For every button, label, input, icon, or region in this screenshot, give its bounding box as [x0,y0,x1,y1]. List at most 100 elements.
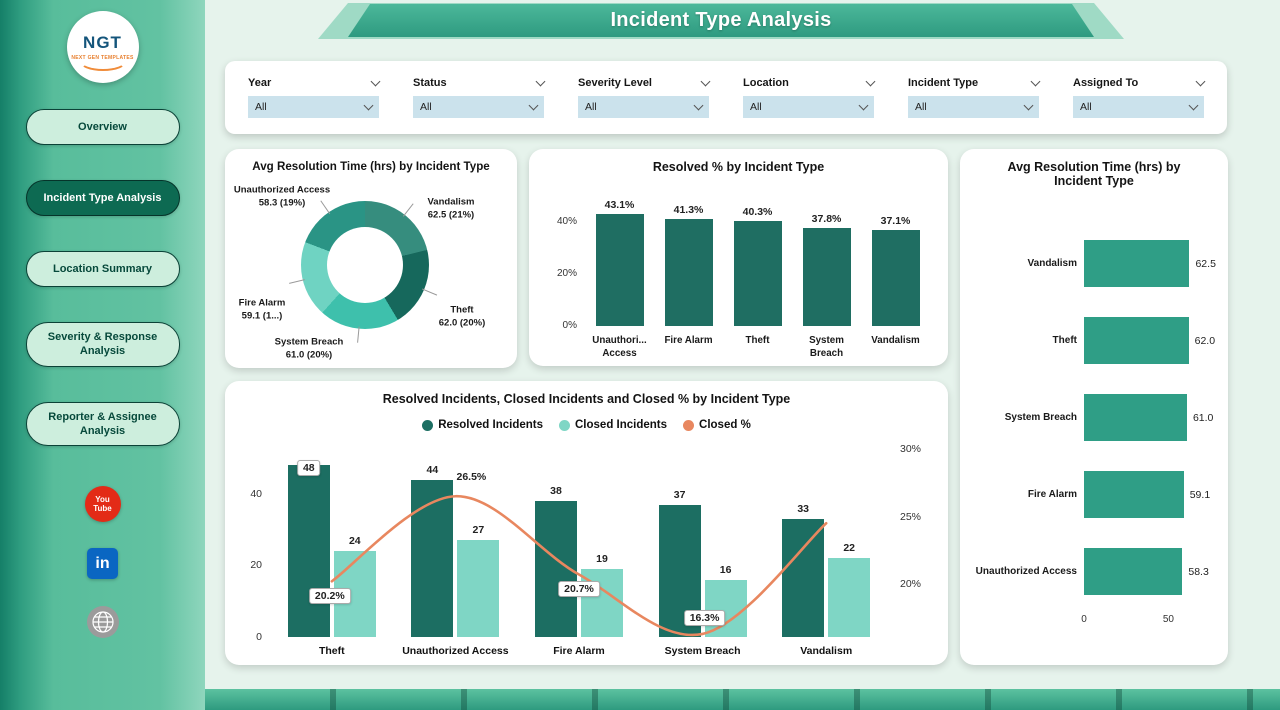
hbar-row-unauthorized-access: Unauthorized Access 58.3 [972,533,1220,610]
sidebar-item-overview[interactable]: Overview [25,109,180,145]
category-label: Unauthorized Access [402,645,509,657]
bar[interactable] [1084,317,1189,364]
category-label: Fire Alarm [1027,489,1077,500]
filter-selected-value: All [585,101,597,113]
resolved-bar[interactable] [535,501,577,637]
bar[interactable] [802,227,851,326]
footer-bar [205,689,1280,710]
donut-slice-label-vandalism: Vandalism 62.5 (21%) [428,196,475,221]
legend-item-resolved-incidents: Resolved Incidents [422,419,543,431]
bar[interactable] [871,229,920,326]
card-combo-chart: Resolved Incidents, Closed Incidents and… [225,381,948,665]
closed-bar[interactable] [704,579,747,637]
card-resolved-pct: Resolved % by Incident Type 43.1% 41.3% 40… [529,149,948,366]
filter-label: Assigned To [1073,77,1139,89]
bar[interactable] [1084,471,1184,518]
y-axis-tick: 20 [250,559,262,572]
youtube-text-line: You [95,495,110,504]
youtube-icon[interactable]: You Tube [84,486,121,523]
website-icon[interactable] [86,605,120,639]
slice-value: 61.0 (20%) [285,349,333,360]
combo-legend: Resolved Incidents Closed Incidents Closed… [225,419,948,431]
bar[interactable] [664,218,713,326]
hbar-chart-title: Avg Resolution Time (hrs) by Incident Ty… [1007,160,1181,188]
filter-dropdown-location[interactable]: All [743,96,874,118]
bar-value-label: 58.3 [1188,565,1209,578]
y-axis-tick: 40 [250,487,262,500]
hbar-x-axis: 0 50 [1081,614,1194,628]
chevron-down-icon [1188,100,1199,111]
category-line: Unauthori... [592,335,647,346]
category-label: Vandalism [862,335,930,360]
sidebar-item-location-summary[interactable]: Location Summary [25,251,180,287]
page-title: Incident Type Analysis [610,9,832,31]
bar-value-label: 43.1% [604,198,635,211]
closed-bar[interactable] [828,558,871,637]
linkedin-icon[interactable]: in [87,548,118,580]
resolved-bar[interactable] [287,465,330,637]
sidebar-nav: Overview Incident Type Analysis Location S… [25,109,180,447]
resolved-bar[interactable] [782,518,825,637]
sidebar-item-severity-response-analysis[interactable]: Severity & Response Analysis [25,322,180,367]
combo-chart-title: Resolved Incidents, Closed Incidents and… [382,392,791,406]
donut-slice-label-system-breach: System Breach 61.0 (20%) [275,336,344,361]
category-label: Fire Alarm [655,335,723,360]
filter-label: Year [248,77,272,89]
closed-pct-label: 16.3% [683,609,726,626]
bar-value-label: 37.8% [811,212,842,225]
card-avg-resolution-donut: Avg Resolution Time (hrs) by Incident Ty… [225,149,517,368]
chevron-down-icon [535,76,546,87]
bar[interactable] [595,213,644,326]
bar-value-label: 40.3% [742,206,773,219]
donut-hole [327,227,403,303]
filter-dropdown-status[interactable]: All [413,96,544,118]
sidebar-item-reporter-assignee-analysis[interactable]: Reporter & Assignee Analysis [25,401,180,447]
legend-label: Closed % [699,419,751,431]
category-line: Fire Alarm [664,335,713,346]
filter-dropdown-incident-type[interactable]: All [908,96,1039,118]
avg-resolution-hbar-chart: Vandalism 62.5 Theft 62.0 System Breach 61.0 F… [972,225,1220,610]
chevron-down-icon [865,76,876,87]
hbar-row-system-breach: System Breach 61.0 [972,379,1220,456]
filter-label: Status [413,77,447,89]
category-line: Vandalism [871,335,920,346]
resolved-bar[interactable] [411,479,454,637]
category-line: System [809,335,844,346]
bar[interactable] [1084,548,1183,595]
bar[interactable] [1084,240,1190,287]
slice-name: Vandalism [427,196,475,208]
bar[interactable] [733,221,782,326]
sidebar-item-incident-type-analysis[interactable]: Incident Type Analysis [25,180,180,216]
chevron-down-icon [1195,76,1206,87]
closed-bar[interactable] [581,569,623,637]
bar-value-label: 44 [426,463,439,476]
filter-group-status: Status All [413,76,546,118]
slice-value: 62.5 (21%) [427,209,475,220]
donut-ring[interactable] [301,201,429,329]
filter-header: Incident Type [908,76,1041,89]
filter-group-location: Location All [743,76,876,118]
logo-arc [78,51,127,71]
donut-chart: Vandalism 62.5 (21%) Theft 62.0 (20%) System… [225,149,517,368]
filter-header: Assigned To [1073,76,1206,89]
filter-selected-value: All [915,101,927,113]
chevron-down-icon [1023,100,1034,111]
globe-icon [86,606,119,639]
filter-group-year: Year All [248,76,381,118]
bar-value-label: 33 [797,502,810,515]
bar-track: 61.0 [1084,394,1220,441]
closed-bar[interactable] [457,540,500,637]
slice-name: System Breach [274,336,344,348]
chevron-down-icon [693,100,704,111]
hbar-row-theft: Theft 62.0 [972,302,1220,379]
bar[interactable] [1084,394,1187,441]
filter-dropdown-assigned-to[interactable]: All [1073,96,1204,118]
filter-dropdown-year[interactable]: All [248,96,379,118]
bar-track: 59.1 [1084,471,1220,518]
filter-label: Severity Level [578,77,652,89]
y-axis-tick: 0% [562,320,577,331]
category-label: Vandalism [800,645,853,657]
filter-group-severity-level: Severity Level All [578,76,711,118]
filter-dropdown-severity-level[interactable]: All [578,96,709,118]
chevron-down-icon [700,76,711,87]
